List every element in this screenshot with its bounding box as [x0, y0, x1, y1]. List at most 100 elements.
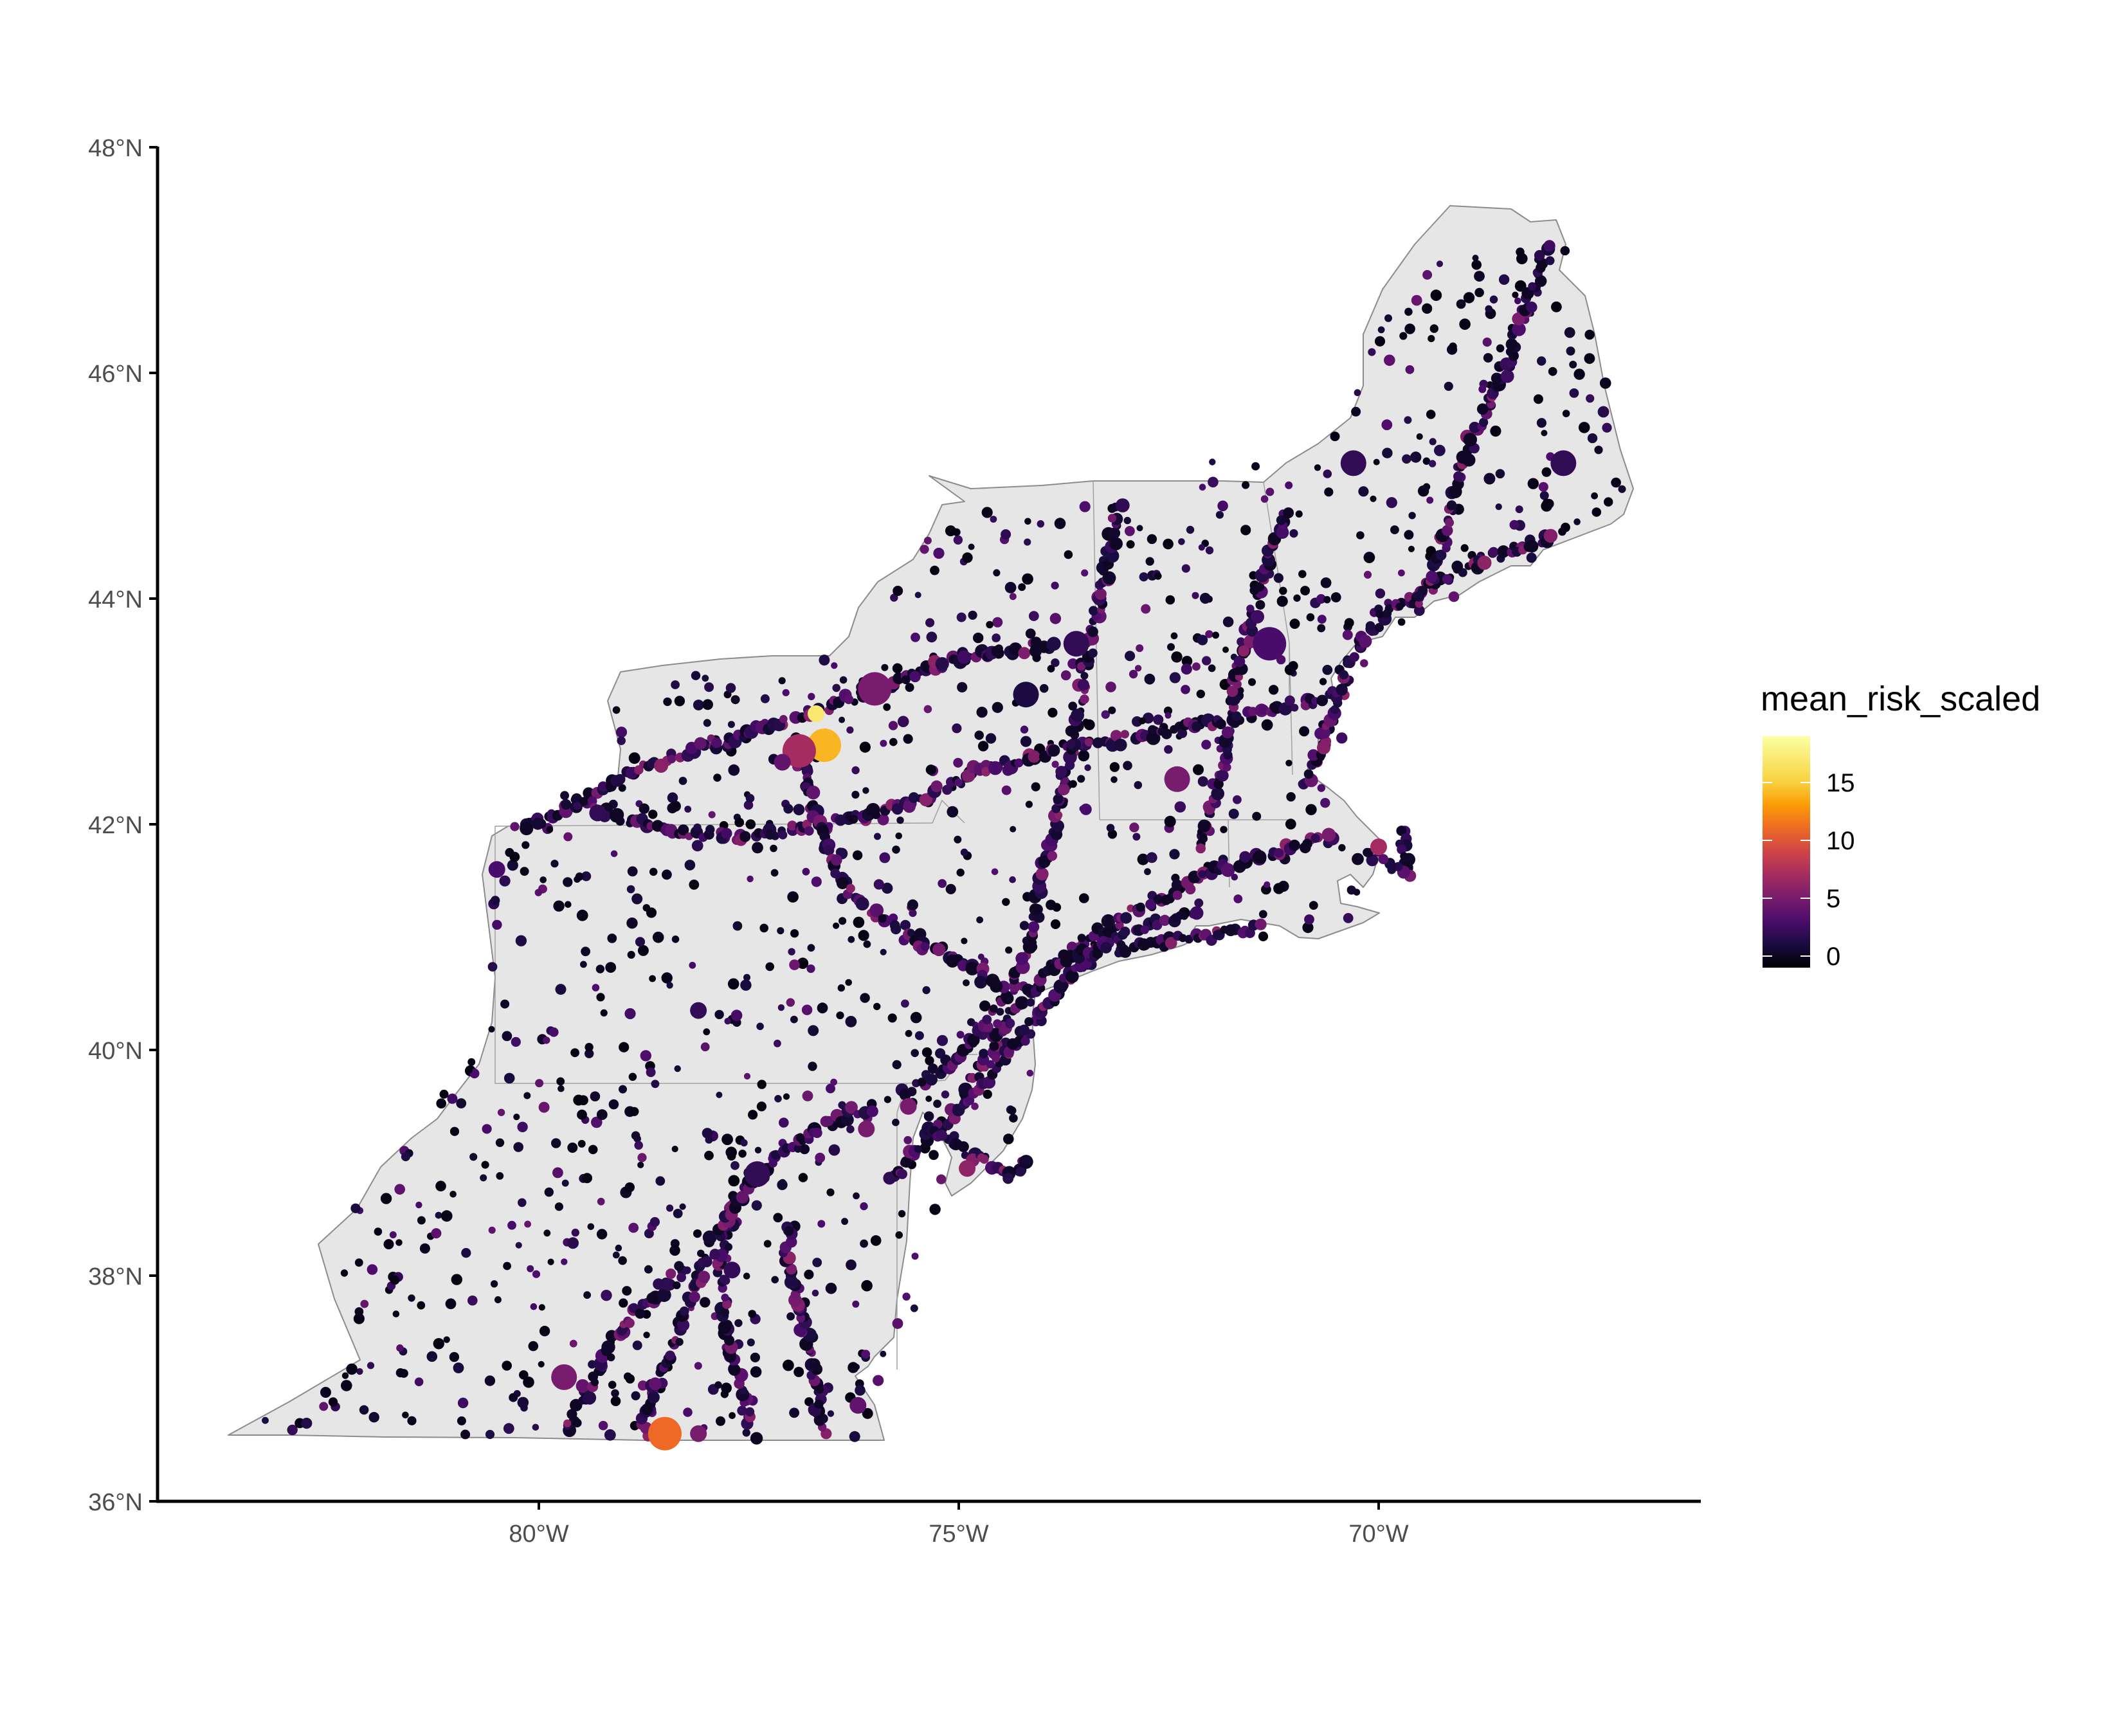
site-point — [678, 824, 689, 836]
site-point — [1395, 602, 1404, 611]
site-point — [1352, 853, 1364, 865]
site-point — [817, 1002, 828, 1014]
site-point — [1233, 795, 1242, 804]
site-point — [861, 1279, 873, 1292]
site-point — [808, 1358, 821, 1371]
site-point — [768, 1159, 777, 1168]
site-point — [989, 1004, 998, 1013]
site-point — [837, 984, 846, 992]
site-point — [1051, 581, 1059, 590]
site-point — [595, 964, 605, 973]
site-point — [1413, 591, 1424, 602]
site-point — [1035, 867, 1049, 881]
site-point — [1001, 529, 1011, 540]
site-point — [360, 1299, 369, 1308]
site-point — [938, 879, 947, 888]
site-point — [1426, 410, 1436, 419]
site-point — [1140, 925, 1149, 934]
site-point — [1363, 570, 1372, 579]
site-point — [786, 1312, 795, 1321]
site-point — [826, 1188, 835, 1197]
site-point — [985, 733, 997, 744]
site-point — [773, 1213, 783, 1223]
site-point — [1028, 921, 1040, 933]
colorbar-label: 15 — [1826, 769, 1855, 797]
site-point — [1444, 381, 1453, 391]
site-point — [921, 1070, 931, 1080]
site-point — [1363, 847, 1372, 857]
site-point — [626, 885, 635, 894]
site-point — [1446, 502, 1456, 511]
site-point — [718, 1321, 732, 1334]
site-point — [346, 1363, 358, 1375]
site-point — [808, 692, 815, 701]
site-point — [956, 612, 966, 622]
site-point — [788, 948, 795, 955]
site-point — [431, 1228, 442, 1239]
site-point — [1153, 894, 1163, 905]
site-point — [870, 1235, 882, 1246]
site-point — [1358, 486, 1369, 497]
site-point — [1564, 327, 1575, 338]
site-point — [608, 1099, 619, 1110]
site-point — [900, 1156, 912, 1168]
site-point — [902, 1292, 911, 1301]
site-point — [1279, 586, 1287, 595]
site-point — [588, 1144, 598, 1155]
site-point — [1404, 416, 1412, 424]
site-point — [1163, 538, 1174, 550]
site-point — [1569, 388, 1579, 398]
site-point — [1302, 838, 1312, 849]
site-point — [1317, 615, 1327, 624]
site-point — [920, 942, 930, 952]
site-point — [482, 1124, 492, 1134]
point-layer — [262, 240, 1626, 1451]
site-point — [846, 726, 854, 734]
site-point — [417, 1216, 426, 1225]
site-point — [1320, 798, 1330, 808]
site-point — [612, 1251, 620, 1259]
site-point — [1169, 672, 1181, 683]
site-point — [1430, 289, 1442, 302]
high-risk-point — [782, 734, 816, 768]
site-point — [1295, 510, 1303, 518]
site-point — [738, 1150, 747, 1158]
site-point — [1238, 645, 1249, 657]
site-point — [1246, 604, 1255, 613]
site-point — [1515, 505, 1523, 514]
site-point — [1197, 819, 1211, 833]
site-point — [923, 705, 932, 714]
site-point — [1514, 280, 1527, 292]
site-point — [1231, 873, 1238, 881]
site-point — [730, 1009, 743, 1021]
site-point — [833, 922, 840, 929]
site-point — [1186, 525, 1195, 534]
site-point — [449, 1352, 460, 1362]
site-point — [515, 935, 527, 946]
site-point — [583, 787, 595, 799]
site-point — [1478, 385, 1487, 393]
site-point — [1298, 570, 1307, 579]
site-point — [827, 1410, 835, 1417]
site-point — [793, 1366, 804, 1377]
high-risk-point — [744, 1161, 770, 1188]
site-point — [698, 1270, 711, 1283]
site-point — [1136, 525, 1143, 532]
site-point — [926, 631, 938, 643]
site-point — [907, 899, 918, 910]
site-point — [911, 632, 920, 642]
site-point — [538, 1101, 550, 1113]
site-point — [1220, 826, 1228, 833]
y-tick-label: 40°N — [88, 1038, 143, 1065]
site-point — [1417, 485, 1429, 497]
site-point — [551, 1138, 561, 1148]
site-point — [484, 1375, 496, 1386]
site-point — [1115, 498, 1130, 512]
site-point — [1007, 1038, 1019, 1050]
site-point — [1255, 582, 1265, 592]
site-point — [649, 975, 656, 982]
site-point — [1139, 717, 1146, 725]
site-point — [1422, 457, 1431, 465]
site-point — [1197, 635, 1208, 646]
site-point — [992, 1054, 1000, 1063]
